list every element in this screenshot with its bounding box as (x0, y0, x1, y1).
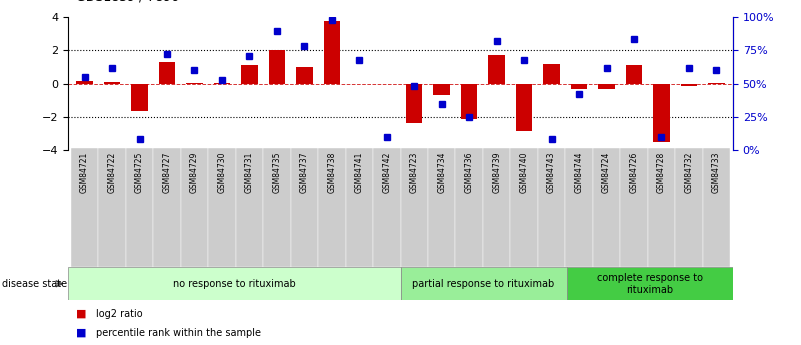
Bar (681, 84, 697, 86)
Bar (516, 84, 533, 131)
Bar (567, 267, 733, 300)
Text: GSM84733: GSM84733 (712, 152, 721, 194)
Text: GSM84739: GSM84739 (492, 152, 501, 194)
Text: GSM84724: GSM84724 (602, 152, 611, 193)
Text: GSM84738: GSM84738 (328, 152, 336, 193)
Bar (461, 84, 477, 119)
Bar (654, 84, 670, 142)
Bar (186, 83, 203, 84)
Text: percentile rank within the sample: percentile rank within the sample (96, 328, 261, 338)
Bar (483, 148, 510, 267)
Bar (324, 21, 340, 84)
Text: ■: ■ (76, 328, 87, 338)
Text: GSM84729: GSM84729 (190, 152, 199, 193)
Text: GSM84740: GSM84740 (520, 152, 529, 194)
Text: GSM84728: GSM84728 (657, 152, 666, 193)
Text: GSM84730: GSM84730 (217, 152, 227, 194)
Bar (373, 148, 400, 267)
Text: log2 ratio: log2 ratio (96, 309, 143, 319)
Bar (400, 148, 428, 267)
Bar (702, 148, 731, 267)
Bar (291, 148, 318, 267)
Text: GSM84725: GSM84725 (135, 152, 144, 193)
Bar (345, 148, 373, 267)
Bar (537, 148, 566, 267)
Bar (235, 148, 264, 267)
Bar (99, 148, 126, 267)
Bar (626, 66, 642, 84)
Text: GSM84727: GSM84727 (163, 152, 171, 193)
Text: complete response to
rituximab: complete response to rituximab (597, 273, 702, 295)
Bar (708, 83, 725, 84)
Text: GSM84722: GSM84722 (107, 152, 116, 193)
Text: ■: ■ (76, 309, 87, 319)
Bar (456, 148, 483, 267)
Bar (566, 148, 593, 267)
Bar (104, 82, 120, 84)
Bar (510, 148, 537, 267)
Bar (159, 62, 175, 84)
Bar (543, 64, 560, 84)
Bar (675, 148, 702, 267)
Bar (406, 84, 422, 123)
Bar (379, 84, 395, 85)
Bar (296, 67, 312, 84)
Bar (131, 84, 147, 111)
Bar (428, 148, 456, 267)
Bar (181, 148, 208, 267)
Text: GSM84744: GSM84744 (574, 152, 584, 194)
Text: no response to rituximab: no response to rituximab (173, 279, 296, 289)
Bar (76, 81, 93, 84)
Text: GSM84735: GSM84735 (272, 152, 281, 194)
Text: GSM84726: GSM84726 (630, 152, 638, 193)
Bar (648, 148, 675, 267)
Text: GSM84734: GSM84734 (437, 152, 446, 194)
Text: GSM84737: GSM84737 (300, 152, 309, 194)
Bar (126, 148, 153, 267)
Text: GSM84742: GSM84742 (382, 152, 391, 193)
Bar (70, 148, 99, 267)
Text: GDS1839 / 7896: GDS1839 / 7896 (76, 0, 179, 3)
Bar (620, 148, 648, 267)
Bar (153, 148, 181, 267)
Bar (68, 267, 400, 300)
Text: GSM84731: GSM84731 (245, 152, 254, 193)
Bar (241, 66, 258, 84)
Bar (400, 267, 567, 300)
Bar (489, 55, 505, 84)
Bar (214, 83, 230, 84)
Bar (268, 50, 285, 84)
Text: GSM84736: GSM84736 (465, 152, 473, 194)
Text: disease state: disease state (2, 279, 66, 289)
Bar (318, 148, 345, 267)
Bar (351, 84, 368, 85)
Text: GSM84741: GSM84741 (355, 152, 364, 193)
Bar (208, 148, 235, 267)
Text: partial response to rituximab: partial response to rituximab (413, 279, 555, 289)
Text: GSM84723: GSM84723 (410, 152, 419, 193)
Bar (593, 148, 620, 267)
Bar (571, 84, 587, 89)
Text: GSM84743: GSM84743 (547, 152, 556, 194)
Bar (598, 84, 615, 89)
Text: GSM84732: GSM84732 (685, 152, 694, 193)
Bar (433, 84, 450, 95)
Text: GSM84721: GSM84721 (80, 152, 89, 193)
Bar (264, 148, 291, 267)
